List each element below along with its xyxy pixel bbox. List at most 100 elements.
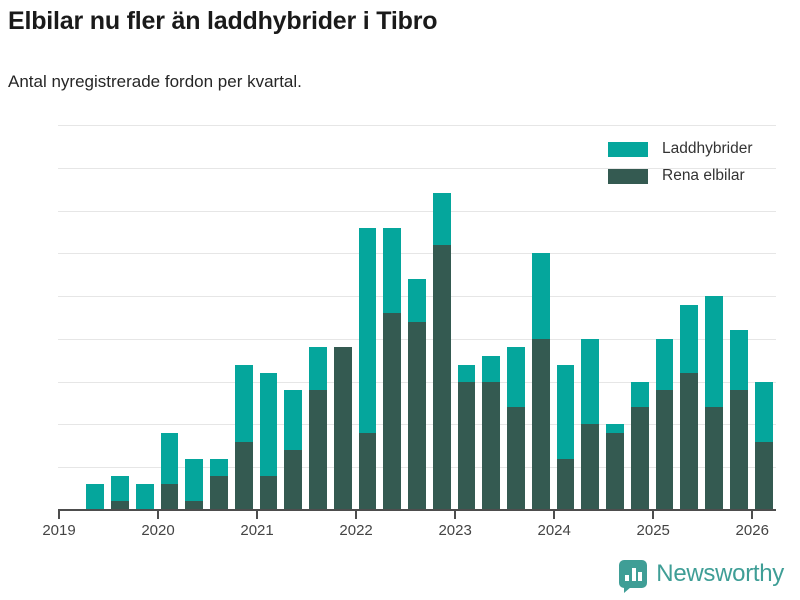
bar-segment-laddhybrider	[606, 424, 624, 433]
bar-segment-laddhybrider	[458, 365, 476, 382]
bar-segment-rena-elbilar	[631, 407, 649, 510]
bar-segment-laddhybrider	[680, 305, 698, 373]
bar-2022-q3[interactable]	[408, 279, 426, 510]
bar-segment-laddhybrider	[532, 253, 550, 339]
bar-segment-rena-elbilar	[433, 245, 451, 510]
bar-2024-q2[interactable]	[581, 339, 599, 510]
bar-2024-q3[interactable]	[606, 424, 624, 510]
x-axis-tick-mark	[256, 511, 258, 519]
x-axis-tick-label: 2020	[141, 522, 174, 539]
bar-segment-rena-elbilar	[210, 476, 228, 510]
bar-segment-laddhybrider	[507, 347, 525, 407]
x-axis-tick-label: 2021	[240, 522, 273, 539]
bar-2025-q1[interactable]	[656, 339, 674, 510]
legend-item-rena-elbilar[interactable]: Rena elbilar	[608, 167, 788, 185]
bar-segment-rena-elbilar	[581, 424, 599, 510]
bar-2026-q1[interactable]	[755, 382, 773, 510]
bar-segment-rena-elbilar	[532, 339, 550, 510]
x-axis-tick-mark	[454, 511, 456, 519]
bar-segment-laddhybrider	[433, 193, 451, 244]
bar-2022-q2[interactable]	[383, 228, 401, 510]
bar-segment-rena-elbilar	[606, 433, 624, 510]
bar-2023-q3[interactable]	[507, 347, 525, 510]
bar-segment-rena-elbilar	[334, 347, 352, 510]
bar-segment-laddhybrider	[631, 382, 649, 408]
bar-2025-q3[interactable]	[705, 296, 723, 510]
bar-segment-rena-elbilar	[458, 382, 476, 510]
x-axis-tick-label: 2019	[42, 522, 75, 539]
bar-segment-rena-elbilar	[557, 459, 575, 510]
bar-segment-rena-elbilar	[755, 442, 773, 510]
x-axis-tick-mark	[157, 511, 159, 519]
bar-2023-q1[interactable]	[458, 365, 476, 510]
bar-segment-rena-elbilar	[507, 407, 525, 510]
bar-segment-laddhybrider	[557, 365, 575, 459]
x-axis-tick-label: 2022	[339, 522, 372, 539]
bar-segment-laddhybrider	[730, 330, 748, 390]
page-title: Elbilar nu fler än laddhybrider i Tibro	[8, 6, 788, 36]
x-axis-tick-label: 2024	[537, 522, 570, 539]
bar-2021-q3[interactable]	[309, 347, 327, 510]
logo-bars	[625, 567, 642, 581]
x-axis-tick-mark	[751, 511, 753, 519]
chart-card: Elbilar nu fler än laddhybrider i Tibro …	[0, 0, 800, 600]
bar-segment-laddhybrider	[705, 296, 723, 407]
bar-2019-q4[interactable]	[136, 484, 154, 510]
bar-segment-laddhybrider	[359, 228, 377, 433]
bar-2024-q4[interactable]	[631, 382, 649, 510]
bar-2025-q4[interactable]	[730, 330, 748, 510]
x-axis-tick-label: 2026	[736, 522, 769, 539]
bar-segment-laddhybrider	[284, 390, 302, 450]
x-axis-tick-label: 2023	[438, 522, 471, 539]
bar-2020-q4[interactable]	[235, 365, 253, 510]
bar-2021-q4[interactable]	[334, 347, 352, 510]
legend-label-rena-elbilar: Rena elbilar	[662, 167, 745, 185]
bar-segment-rena-elbilar	[482, 382, 500, 510]
bar-segment-laddhybrider	[210, 459, 228, 476]
x-axis-tick-mark	[355, 511, 357, 519]
bar-segment-laddhybrider	[260, 373, 278, 476]
bar-segment-rena-elbilar	[260, 476, 278, 510]
bar-segment-rena-elbilar	[730, 390, 748, 510]
bar-2022-q1[interactable]	[359, 228, 377, 510]
x-axis-tick-mark	[553, 511, 555, 519]
x-axis-ticks: 20192020202120222023202420252026	[58, 511, 776, 551]
bar-segment-laddhybrider	[235, 365, 253, 442]
bar-segment-rena-elbilar	[235, 442, 253, 510]
bar-2024-q1[interactable]	[557, 365, 575, 510]
bar-segment-rena-elbilar	[309, 390, 327, 510]
newsworthy-logo[interactable]: Newsworthy	[619, 560, 784, 588]
brand-name: Newsworthy	[656, 560, 784, 588]
bar-segment-rena-elbilar	[408, 322, 426, 510]
bar-2020-q1[interactable]	[161, 433, 179, 510]
bar-2020-q2[interactable]	[185, 459, 203, 510]
bar-2019-q3[interactable]	[111, 476, 129, 510]
bar-2023-q2[interactable]	[482, 356, 500, 510]
bar-2022-q4[interactable]	[433, 193, 451, 510]
bar-2021-q2[interactable]	[284, 390, 302, 510]
legend-item-laddhybrider[interactable]: Laddhybrider	[608, 140, 788, 158]
bar-chart-speech-bubble-icon	[619, 560, 647, 588]
bar-2019-q2[interactable]	[86, 484, 104, 510]
bar-segment-rena-elbilar	[656, 390, 674, 510]
chart-legend: Laddhybrider Rena elbilar	[608, 140, 788, 194]
bar-segment-rena-elbilar	[383, 313, 401, 510]
x-axis-tick-label: 2025	[637, 522, 670, 539]
bar-segment-laddhybrider	[408, 279, 426, 322]
bar-2025-q2[interactable]	[680, 305, 698, 510]
bar-segment-rena-elbilar	[705, 407, 723, 510]
bar-2020-q3[interactable]	[210, 459, 228, 510]
bar-segment-laddhybrider	[309, 347, 327, 390]
bar-segment-laddhybrider	[482, 356, 500, 382]
bar-segment-laddhybrider	[755, 382, 773, 442]
legend-swatch-laddhybrider	[608, 142, 648, 157]
bar-segment-laddhybrider	[581, 339, 599, 425]
bar-segment-laddhybrider	[656, 339, 674, 390]
x-axis-tick-mark	[652, 511, 654, 519]
bar-segment-laddhybrider	[161, 433, 179, 484]
bar-2023-q4[interactable]	[532, 253, 550, 510]
chart-subtitle: Antal nyregistrerade fordon per kvartal.	[8, 72, 788, 92]
bar-segment-laddhybrider	[86, 484, 104, 510]
bar-segment-rena-elbilar	[359, 433, 377, 510]
bar-2021-q1[interactable]	[260, 373, 278, 510]
